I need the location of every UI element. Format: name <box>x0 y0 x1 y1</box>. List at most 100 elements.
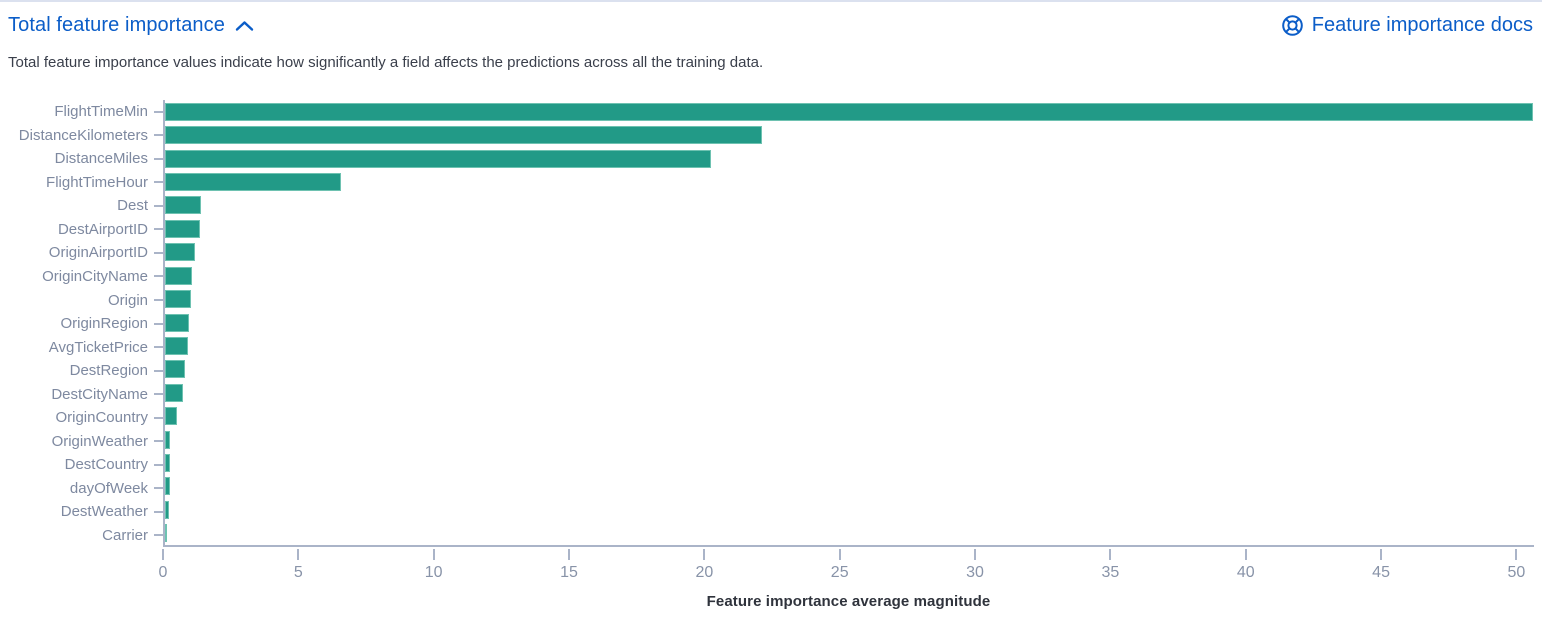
bar-DestWeather <box>165 500 170 519</box>
bar-DestAirportID <box>165 219 201 238</box>
y-axis-tick <box>154 299 163 302</box>
y-axis-label: DistanceMiles <box>54 150 148 168</box>
bar-row <box>165 287 1534 310</box>
bar-DestCityName <box>165 383 183 402</box>
bar-OriginAirportID <box>165 243 195 262</box>
x-axis-tick-label: 20 <box>695 564 714 581</box>
y-axis-label: OriginCityName <box>42 267 148 285</box>
x-axis-tick <box>1244 549 1247 560</box>
docs-link[interactable]: Feature importance docs <box>1281 14 1533 37</box>
y-axis-label-row: OriginRegion <box>0 312 163 336</box>
y-axis-label-row: DestAirportID <box>0 218 163 242</box>
y-axis-tick <box>154 251 163 254</box>
y-axis-label-row: Origin <box>0 288 163 312</box>
bar-row <box>165 100 1534 123</box>
bar-DistanceKilometers <box>165 126 763 145</box>
bar-chart-plot-area <box>163 100 1534 547</box>
bar-Carrier <box>165 524 167 543</box>
x-axis-tick-label: 50 <box>1507 564 1526 581</box>
y-axis-label: Origin <box>107 291 148 309</box>
y-axis-label-row: OriginAirportID <box>0 241 163 265</box>
y-axis-tick <box>154 534 163 537</box>
x-axis: 0 5 10 15 20 25 30 35 40 45 50 <box>159 549 1534 589</box>
y-axis-label-row: OriginCityName <box>0 265 163 289</box>
bar-row <box>165 475 1534 498</box>
chevron-up-icon[interactable] <box>235 20 254 32</box>
y-axis-label: AvgTicketPrice <box>48 338 148 356</box>
y-axis-tick <box>154 510 163 513</box>
bar-row <box>165 170 1534 193</box>
y-axis-tick <box>154 487 163 490</box>
bar-row <box>165 217 1534 240</box>
y-axis-labels: FlightTimeMin DistanceKilometers DistanceM… <box>0 100 163 547</box>
section-description: Total feature importance values indicate… <box>8 54 764 71</box>
bar-Origin <box>165 290 192 309</box>
bar-AvgTicketPrice <box>165 336 188 355</box>
bar-DestCountry <box>165 454 170 473</box>
bar-row <box>165 311 1534 334</box>
x-axis-tick <box>703 549 706 560</box>
bar-DistanceMiles <box>165 149 711 168</box>
y-axis-tick <box>154 157 163 160</box>
x-axis-tick-label: 15 <box>560 564 578 581</box>
y-axis-tick <box>154 322 163 325</box>
y-axis-label: DestWeather <box>60 503 148 521</box>
y-axis-label: DestCityName <box>51 385 148 403</box>
y-axis-label-row: dayOfWeek <box>0 477 163 501</box>
section-title[interactable]: Total feature importance <box>8 14 225 36</box>
y-axis-tick <box>154 463 163 466</box>
bar-row <box>165 334 1534 357</box>
y-axis-label-row: OriginCountry <box>0 406 163 430</box>
y-axis-tick <box>154 181 163 184</box>
y-axis-tick <box>154 110 163 113</box>
y-axis-label-row: DestRegion <box>0 359 163 383</box>
y-axis-tick <box>154 393 163 396</box>
docs-link-label[interactable]: Feature importance docs <box>1311 14 1533 36</box>
bar-row <box>165 451 1534 474</box>
y-axis-label: DistanceKilometers <box>18 126 148 144</box>
y-axis-label: OriginWeather <box>51 432 148 450</box>
x-axis-tick <box>974 549 977 560</box>
y-axis-label: FlightTimeHour <box>46 173 148 191</box>
bar-OriginCityName <box>165 266 193 285</box>
y-axis-tick <box>154 204 163 207</box>
y-axis-tick <box>154 369 163 372</box>
bar-row <box>165 147 1534 170</box>
x-axis-tick <box>297 549 300 560</box>
y-axis-label-row: DistanceMiles <box>0 147 163 171</box>
y-axis-label: OriginRegion <box>60 315 148 333</box>
x-axis-tick <box>838 549 841 560</box>
y-axis-label-row: AvgTicketPrice <box>0 335 163 359</box>
y-axis-label-row: OriginWeather <box>0 429 163 453</box>
y-axis-label: DestAirportID <box>57 220 148 238</box>
section-toggle[interactable]: Total feature importance <box>8 14 254 37</box>
x-axis-tick <box>1109 549 1112 560</box>
bar-OriginRegion <box>165 313 190 332</box>
y-axis-label-row: DistanceKilometers <box>0 124 163 148</box>
x-axis-tick-label: 10 <box>424 564 443 581</box>
y-axis-tick <box>154 228 163 231</box>
x-axis-tick-label: 30 <box>966 564 984 581</box>
bar-DestRegion <box>165 360 186 379</box>
y-axis-label-row: Carrier <box>0 524 163 548</box>
y-axis-label: Dest <box>117 197 148 215</box>
y-axis-tick <box>154 416 163 419</box>
y-axis-label: OriginCountry <box>55 409 148 427</box>
x-axis-tick-label: 45 <box>1372 564 1390 581</box>
bar-row <box>165 498 1534 521</box>
bar-row <box>165 381 1534 404</box>
y-axis-label: Carrier <box>102 526 148 544</box>
x-axis-tick-label: 40 <box>1236 564 1255 581</box>
bar-row <box>165 428 1534 451</box>
bar-row <box>165 522 1534 545</box>
x-axis-tick <box>432 549 435 560</box>
y-axis-tick <box>154 440 163 443</box>
y-axis-label-row: FlightTimeHour <box>0 171 163 195</box>
y-axis-label: FlightTimeMin <box>54 103 148 121</box>
x-axis-tick <box>568 549 571 560</box>
x-axis-tick-label: 5 <box>293 564 303 581</box>
y-axis-label-row: DestCityName <box>0 382 163 406</box>
bar-row <box>165 358 1534 381</box>
x-axis-tick <box>162 549 164 560</box>
